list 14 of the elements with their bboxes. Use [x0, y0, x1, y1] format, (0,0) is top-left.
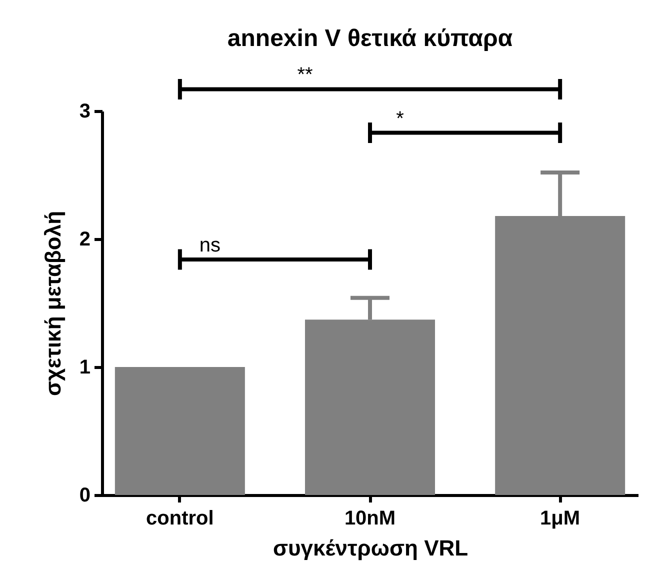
x-tick-label: 10nM	[344, 508, 396, 530]
y-tick-label: 3	[79, 100, 90, 122]
bar	[114, 367, 245, 495]
y-tick-label: 1	[79, 356, 90, 378]
text: **	[297, 64, 313, 86]
y-tick-label: 2	[79, 228, 90, 250]
x-tick-label: 1μM	[540, 508, 580, 530]
y-tick-label: 0	[79, 484, 90, 506]
x-axis-title: συγκέντρωση VRL	[272, 536, 468, 560]
y-axis-title: σχετική μεταβολή	[40, 210, 66, 396]
annotation: ns	[199, 234, 221, 256]
x-tick-label: control	[146, 508, 214, 530]
annotation: *	[396, 108, 404, 130]
chart-title: annexin V θετικά κύπαρα	[227, 25, 513, 52]
